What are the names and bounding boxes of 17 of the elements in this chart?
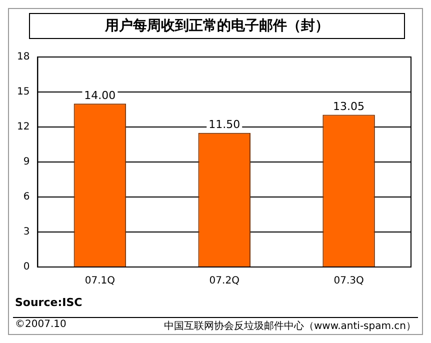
x-tick-label: 07.2Q — [209, 276, 240, 287]
y-tick-label: 15 — [16, 86, 30, 98]
chart-title: 用户每周收到正常的电子邮件（封） — [29, 13, 405, 39]
data-label: 14.00 — [84, 89, 116, 102]
y-tick-label: 3 — [23, 226, 30, 238]
y-tick-label: 12 — [16, 122, 30, 133]
text: ©2007.10 — [15, 319, 66, 330]
y-tick-label: 9 — [23, 156, 30, 168]
y-tick-label: 0 — [23, 262, 30, 273]
data-label: 13.05 — [333, 100, 365, 114]
y-tick-label: 18 — [16, 52, 30, 63]
text: 中国互联网协会反垃圾邮件中心（www.anti-spam.cn） — [164, 320, 416, 333]
data-label: 11.50 — [208, 118, 240, 132]
x-tick-label: 07.3Q — [334, 276, 364, 287]
source-note: Source:ISC — [15, 296, 82, 309]
x-tick-label: 07.1Q — [84, 276, 116, 287]
y-tick-label: 6 — [23, 192, 30, 203]
